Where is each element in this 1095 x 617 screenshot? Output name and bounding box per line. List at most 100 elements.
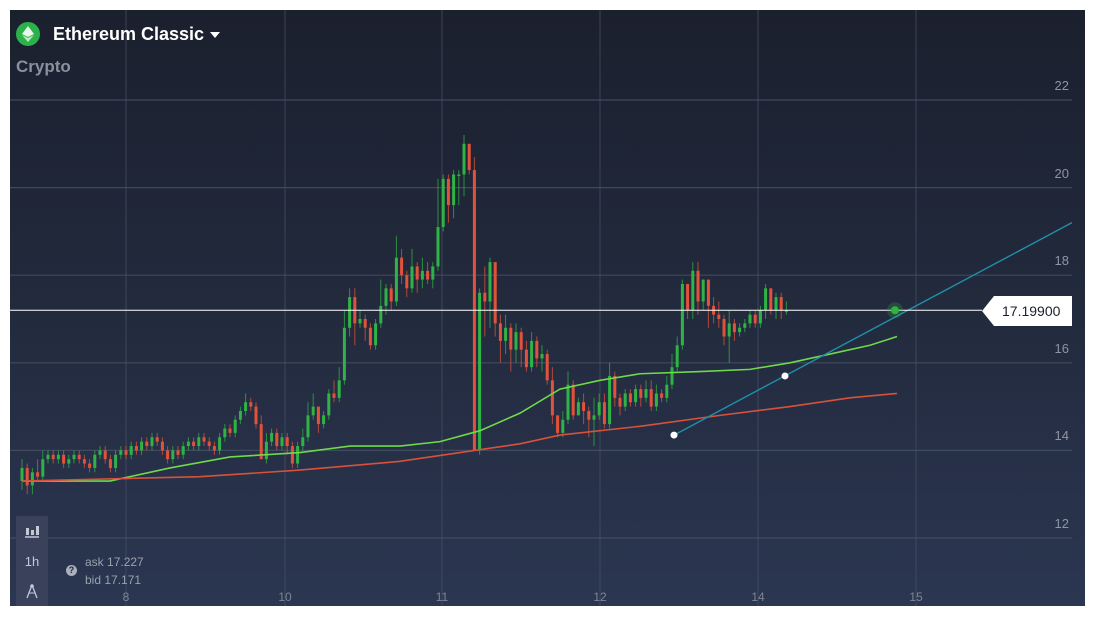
candle-body xyxy=(639,389,643,398)
candle-body xyxy=(493,262,497,324)
asset-header[interactable]: Ethereum Classic xyxy=(16,22,221,46)
candle-body xyxy=(779,297,783,311)
x-axis-tick: 8 xyxy=(122,590,130,604)
candle-body xyxy=(202,437,206,442)
candle-body xyxy=(275,432,279,447)
candle-body xyxy=(368,327,372,346)
chart-frame[interactable]: Ethereum Classic Crypto 12 14 16 18 20 22 8 10… xyxy=(10,10,1085,606)
candle-body xyxy=(743,323,747,328)
candle-body xyxy=(400,257,404,276)
candle-body xyxy=(25,467,29,486)
candle-body xyxy=(337,380,341,398)
question-icon[interactable]: ? xyxy=(66,565,77,576)
candle-body xyxy=(561,419,565,433)
candlestick-icon[interactable] xyxy=(16,516,48,546)
candle-body xyxy=(98,450,102,455)
chevron-down-icon[interactable] xyxy=(210,32,221,38)
candle-body xyxy=(119,450,123,455)
candle-body xyxy=(758,310,762,324)
candle-body xyxy=(218,437,222,451)
candle-body xyxy=(514,332,518,350)
candle-body xyxy=(410,266,414,289)
candle-body xyxy=(592,415,596,420)
candle-body xyxy=(171,450,175,460)
candle-body xyxy=(46,454,50,460)
candle-body xyxy=(145,441,149,447)
candle-body xyxy=(545,354,549,381)
candle-body xyxy=(623,393,627,407)
candle-body xyxy=(556,415,560,433)
candle-body xyxy=(88,463,92,468)
timeframe-button[interactable]: 1h xyxy=(24,553,40,569)
candle-body xyxy=(608,375,612,425)
candle-body xyxy=(649,389,653,407)
candle-body xyxy=(415,266,419,280)
candle-body xyxy=(238,410,242,420)
candle-body xyxy=(457,174,461,176)
candle-body xyxy=(550,380,554,416)
candle-body xyxy=(72,454,76,460)
candle-body xyxy=(509,327,513,350)
candle-body xyxy=(280,437,284,447)
candle-body xyxy=(426,270,430,280)
candle-body xyxy=(150,437,154,447)
candle-body xyxy=(322,415,326,425)
asset-name[interactable]: Ethereum Classic xyxy=(53,23,205,44)
candle-body xyxy=(706,279,710,306)
candle-body xyxy=(264,441,268,460)
candle-body xyxy=(363,319,367,328)
candle-body xyxy=(530,340,534,368)
moving-average-fast xyxy=(22,335,898,482)
candle-body xyxy=(389,288,393,302)
candle-body xyxy=(732,323,736,333)
candle-body xyxy=(327,393,331,416)
candle-body xyxy=(384,288,388,306)
y-axis-tick: 14 xyxy=(1054,428,1069,444)
candle-body xyxy=(36,472,40,477)
candle-body xyxy=(576,402,580,416)
candle-body xyxy=(62,454,66,464)
x-axis-tick: 14 xyxy=(751,590,765,604)
candle-body xyxy=(270,432,274,442)
candle-body xyxy=(114,454,118,468)
candle-body xyxy=(405,275,409,289)
candle-body xyxy=(342,327,346,381)
candle-body xyxy=(701,279,705,302)
candle-body xyxy=(207,441,211,447)
candle-body xyxy=(696,270,700,302)
candle-body xyxy=(722,319,726,337)
candle-body xyxy=(192,441,196,447)
candle-body xyxy=(571,384,575,416)
candle-body xyxy=(462,143,466,175)
candle-body xyxy=(67,459,71,464)
x-axis-tick: 15 xyxy=(909,590,923,604)
candle-body xyxy=(602,402,606,425)
candle-body xyxy=(348,297,352,328)
candle-body xyxy=(259,424,263,460)
price-chart[interactable] xyxy=(10,10,1085,606)
compass-icon[interactable] xyxy=(16,576,48,606)
candle-body xyxy=(176,450,180,455)
candle-body xyxy=(686,283,690,311)
candle-body xyxy=(181,446,185,455)
candle-body xyxy=(155,437,159,442)
candle-body xyxy=(30,472,34,486)
candle-body xyxy=(441,178,445,228)
y-axis-tick: 18 xyxy=(1054,253,1069,269)
candle-body xyxy=(51,454,55,460)
candle-body xyxy=(753,314,757,324)
current-price-value: 17.19900 xyxy=(1002,303,1061,319)
candle-body xyxy=(20,467,24,482)
candle-body xyxy=(140,441,144,451)
candle-body xyxy=(223,428,227,438)
candle-body xyxy=(41,459,45,477)
candle-body xyxy=(488,262,492,302)
ethereum-diamond-icon xyxy=(16,22,40,46)
candle-body xyxy=(311,406,315,416)
candle-body xyxy=(634,389,638,403)
candle-body xyxy=(467,143,471,171)
x-axis-tick: 11 xyxy=(435,590,449,604)
x-axis-tick: 10 xyxy=(278,590,292,604)
candle-body xyxy=(244,402,248,411)
candle-body xyxy=(628,393,632,403)
